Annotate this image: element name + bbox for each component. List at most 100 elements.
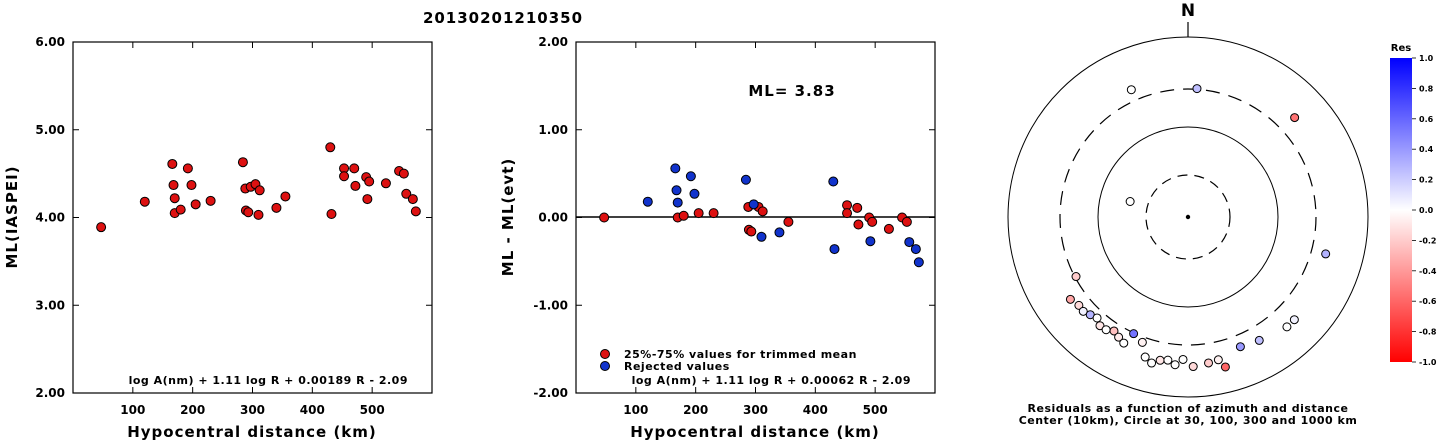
y-tick-label: 2.00	[35, 386, 65, 400]
station-residuals	[1065, 84, 1331, 372]
y-tick-label: 6.00	[35, 35, 65, 49]
colorbar-gradient	[1390, 58, 1412, 362]
residual-panel: -2.00 -1.00 0.00 1.00 2.00 100 200 300 400 500 M…	[499, 35, 936, 441]
data-point	[670, 163, 681, 174]
ring-300km	[1059, 88, 1317, 346]
data-point	[901, 216, 912, 227]
residual-y-ticks: -2.00 -1.00 0.00 1.00 2.00	[533, 35, 935, 400]
station-point	[1282, 322, 1292, 332]
data-point	[182, 163, 193, 174]
x-tick-label: 200	[180, 403, 205, 417]
azimuth-distance-panel: N Residuals as a function of azimuth and…	[1007, 1, 1369, 427]
data-point	[362, 194, 373, 205]
station-point	[1095, 321, 1105, 331]
station-point	[1125, 196, 1135, 206]
data-point	[96, 222, 107, 233]
station-point	[1155, 355, 1165, 365]
magnitude-y-axis-label: ML(IASPEI)	[3, 165, 21, 268]
map-caption-line-2: Center (10km), Circle at 30, 100, 300 an…	[1019, 414, 1358, 427]
station-point	[1220, 362, 1230, 372]
data-point	[783, 216, 794, 227]
colorbar-tick-label: 0.4	[1419, 145, 1434, 154]
magnitude-formula: log A(nm) + 1.11 log R + 0.00189 R - 2.0…	[129, 374, 408, 387]
x-tick-label: 200	[683, 403, 708, 417]
data-point	[253, 209, 264, 220]
data-point	[852, 202, 863, 213]
x-tick-label: 500	[360, 403, 385, 417]
station-point	[1078, 306, 1088, 316]
data-point	[740, 174, 751, 185]
data-point	[271, 202, 282, 213]
colorbar-ticks: 1.0 0.8 0.6 0.4 0.2 0.0 -0.2 -0.4 -0.6 -0.8 -1.0	[1412, 54, 1437, 367]
data-point	[167, 158, 178, 169]
data-point	[853, 219, 864, 230]
data-point	[168, 180, 179, 191]
colorbar-tick-label: 0.2	[1419, 176, 1433, 185]
data-point	[599, 212, 610, 223]
data-point	[339, 171, 350, 182]
legend-marker-trimmed	[600, 349, 610, 359]
magnitude-x-axis-label: Hypocentral distance (km)	[127, 423, 377, 441]
station-point	[1137, 337, 1147, 347]
station-point	[1178, 354, 1188, 364]
station-point	[1192, 84, 1202, 94]
legend-label-rejected: Rejected values	[624, 360, 730, 373]
data-point	[169, 193, 180, 204]
colorbar-title: Res	[1391, 43, 1411, 54]
colorbar-tick-label: -0.6	[1419, 297, 1437, 306]
data-point	[280, 191, 291, 202]
residual-y-axis-label: ML - ML(evt)	[499, 158, 517, 276]
colorbar-tick-label: -1.0	[1419, 358, 1437, 367]
station-point	[1235, 342, 1245, 352]
residual-x-axis-label: Hypocentral distance (km)	[630, 423, 880, 441]
colorbar-tick-label: 0.0	[1419, 206, 1434, 215]
colorbar-tick-label: 0.6	[1419, 115, 1434, 124]
y-tick-label: 0.00	[538, 211, 568, 225]
station-point	[1119, 338, 1129, 348]
x-tick-label: 500	[863, 403, 888, 417]
station-point	[1065, 294, 1075, 304]
data-point	[671, 185, 682, 196]
station-point	[1114, 332, 1124, 342]
magnitude-points	[96, 142, 421, 233]
data-point	[865, 236, 876, 247]
data-point	[410, 206, 421, 217]
station-point	[1092, 313, 1102, 323]
magnitude-x-ticks: 100 200 300 400 500	[120, 42, 385, 417]
data-point	[883, 223, 894, 234]
data-point	[685, 171, 696, 182]
data-point	[748, 199, 759, 210]
epicenter-marker	[1185, 214, 1191, 220]
station-point	[1188, 362, 1198, 372]
data-point	[254, 185, 265, 196]
data-point	[757, 206, 768, 217]
data-point	[910, 244, 921, 255]
residual-formula: log A(nm) + 1.11 log R + 0.00062 R - 2.0…	[632, 374, 911, 387]
legend: 25%-75% values for trimmed mean Rejected…	[600, 348, 856, 373]
y-tick-label: -1.00	[533, 298, 568, 312]
data-point	[237, 157, 248, 168]
magnitude-panel: 2.00 3.00 4.00 5.00 6.00 100 200 300 400 500 ML(…	[3, 35, 433, 441]
data-point	[689, 188, 700, 199]
data-point	[693, 208, 704, 219]
data-point	[867, 216, 878, 227]
station-point	[1071, 272, 1081, 282]
y-tick-label: 5.00	[35, 123, 65, 137]
colorbar-tick-label: -0.8	[1419, 328, 1437, 337]
y-tick-label: 3.00	[35, 298, 65, 312]
x-tick-label: 400	[300, 403, 325, 417]
y-tick-label: 4.00	[35, 211, 65, 225]
x-tick-label: 100	[623, 403, 648, 417]
data-point	[364, 176, 375, 187]
station-point	[1321, 249, 1331, 259]
data-point	[175, 204, 186, 215]
x-tick-label: 400	[803, 403, 828, 417]
magnitude-plot-frame	[72, 41, 433, 394]
station-point	[1140, 352, 1150, 362]
data-point	[326, 208, 337, 219]
data-point	[186, 180, 197, 191]
data-point	[672, 197, 683, 208]
data-point	[746, 226, 757, 237]
data-point	[913, 257, 924, 268]
station-point	[1126, 85, 1136, 95]
